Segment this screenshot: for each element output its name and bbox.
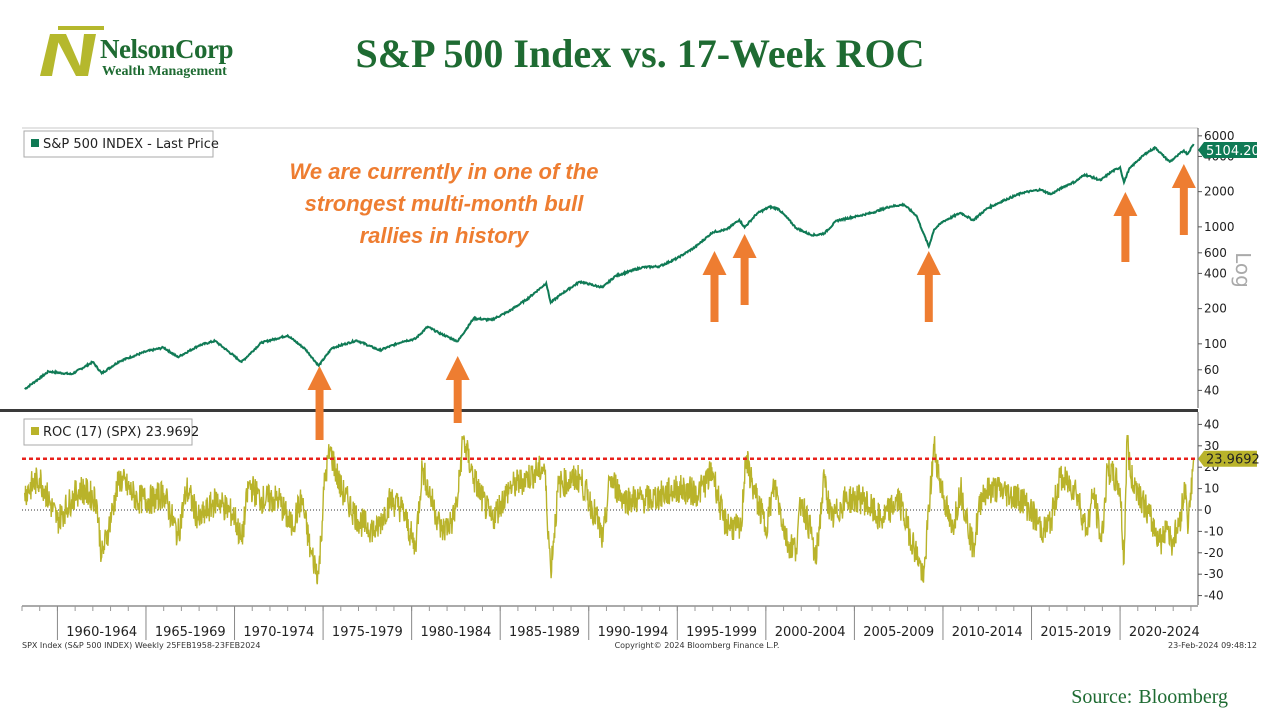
bloomberg-security-line: SPX Index (S&P 500 INDEX) Weekly 25FEB19…	[22, 641, 260, 650]
roc-tick-label: 30	[1204, 439, 1219, 453]
annotation-line-1: We are currently in one of the	[290, 159, 599, 184]
roc-legend: ROC (17) (SPX) 23.9692	[23, 418, 199, 446]
price-tick-label: 200	[1204, 302, 1227, 316]
price-legend-swatch	[31, 139, 39, 147]
x-axis-label: 2020-2024	[1129, 625, 1200, 640]
roc-tick-label: -10	[1204, 524, 1224, 538]
x-axis-label: 2010-2014	[952, 625, 1023, 640]
roc-last-value-tag: 23.9692	[1198, 450, 1260, 468]
x-axis-label: 1960-1964	[66, 625, 137, 640]
price-tick-label: 6000	[1204, 129, 1235, 143]
roc-legend-label: ROC (17) (SPX) 23.9692	[43, 425, 199, 440]
x-axis-label: 1990-1994	[598, 625, 669, 640]
x-axis-label: 2015-2019	[1040, 625, 1111, 640]
x-axis-label: 1995-1999	[686, 625, 757, 640]
annotation-line-3: rallies in history	[360, 223, 530, 248]
roc-tick-label: 0	[1204, 503, 1212, 517]
spx-price-line	[24, 143, 1195, 390]
roc-last-value-text: 23.9692	[1206, 453, 1260, 468]
x-axis-labels: 1960-1964 1965-1969 1970-1974 1975-1979 1980…	[56, 606, 1200, 640]
up-arrow-icon	[1113, 192, 1138, 262]
roc-tick-label: -40	[1204, 589, 1224, 603]
price-legend: S&P 500 INDEX - Last Price	[23, 130, 219, 158]
price-tick-label: 1000	[1204, 220, 1235, 234]
x-axis-label: 1985-1989	[509, 625, 580, 640]
price-last-value-text: 5104.20	[1206, 144, 1260, 159]
up-arrow-icon	[445, 356, 470, 423]
source-note: Source: Bloomberg	[1065, 686, 1228, 709]
source-value: Bloomberg	[1138, 686, 1228, 708]
roc-tick-label: -30	[1204, 567, 1224, 581]
roc-line	[24, 435, 1195, 585]
log-scale-label: Log	[1231, 252, 1255, 288]
price-last-value-badge	[1198, 142, 1257, 158]
price-tick-label: 60	[1204, 363, 1219, 377]
logo-mark-icon	[40, 26, 104, 76]
price-legend-label: S&P 500 INDEX - Last Price	[43, 137, 219, 152]
up-arrow-icon	[1171, 164, 1196, 235]
up-arrow-icon	[307, 366, 332, 440]
bloomberg-copyright: Copyright© 2024 Bloomberg Finance L.P.	[615, 641, 780, 650]
panel-separator	[0, 409, 1198, 412]
roc-tick-label: 10	[1204, 482, 1219, 496]
x-axis-label: 2000-2004	[775, 625, 846, 640]
up-arrow-icon	[916, 251, 941, 322]
x-axis: 1960-1964 1965-1969 1970-1974 1975-1979 1980…	[21, 605, 1200, 640]
annotation-callout: We are currently in one of the strongest…	[290, 159, 599, 248]
bloomberg-timestamp: 23-Feb-2024 09:48:12	[1168, 641, 1257, 650]
x-axis-label: 2005-2009	[863, 625, 934, 640]
roc-legend-box	[23, 418, 193, 446]
x-axis-label: 1970-1974	[243, 625, 314, 640]
x-axis-label: 1965-1969	[155, 625, 226, 640]
price-last-value-tag: 5104.20	[1198, 142, 1260, 159]
up-arrow-icon	[732, 234, 757, 305]
roc-legend-swatch	[31, 427, 39, 435]
logo-subtitle: Wealth Management	[102, 64, 227, 79]
source-label: Source:	[1071, 686, 1133, 708]
roc-tick-label: 40	[1204, 417, 1219, 431]
up-arrow-icon	[702, 251, 727, 322]
price-tick-labels: 40601002004006001000200040006000	[1198, 129, 1235, 397]
page-title: S&P 500 Index vs. 17-Week ROC	[355, 31, 925, 76]
price-tick-label: 2000	[1204, 185, 1235, 199]
roc-last-value-badge	[1198, 450, 1257, 467]
price-tick-label: 600	[1204, 246, 1227, 260]
x-axis-minor-ticks	[21, 606, 1192, 611]
rally-arrows	[307, 164, 1196, 440]
annotation-line-2: strongest multi-month bull	[305, 191, 585, 216]
logo-company-name: NelsonCorp	[100, 34, 234, 64]
price-tick-label: 400	[1204, 266, 1227, 280]
price-tick-label: 40	[1204, 383, 1219, 397]
price-tick-label: 100	[1204, 337, 1227, 351]
roc-tick-label: -20	[1204, 546, 1224, 560]
price-legend-box	[23, 130, 214, 158]
company-logo: NelsonCorp Wealth Management	[40, 26, 250, 80]
x-axis-label: 1980-1984	[420, 625, 491, 640]
price-panel: 40601002004006001000200040006000 S&P 500…	[22, 127, 1260, 408]
x-axis-label: 1975-1979	[332, 625, 403, 640]
